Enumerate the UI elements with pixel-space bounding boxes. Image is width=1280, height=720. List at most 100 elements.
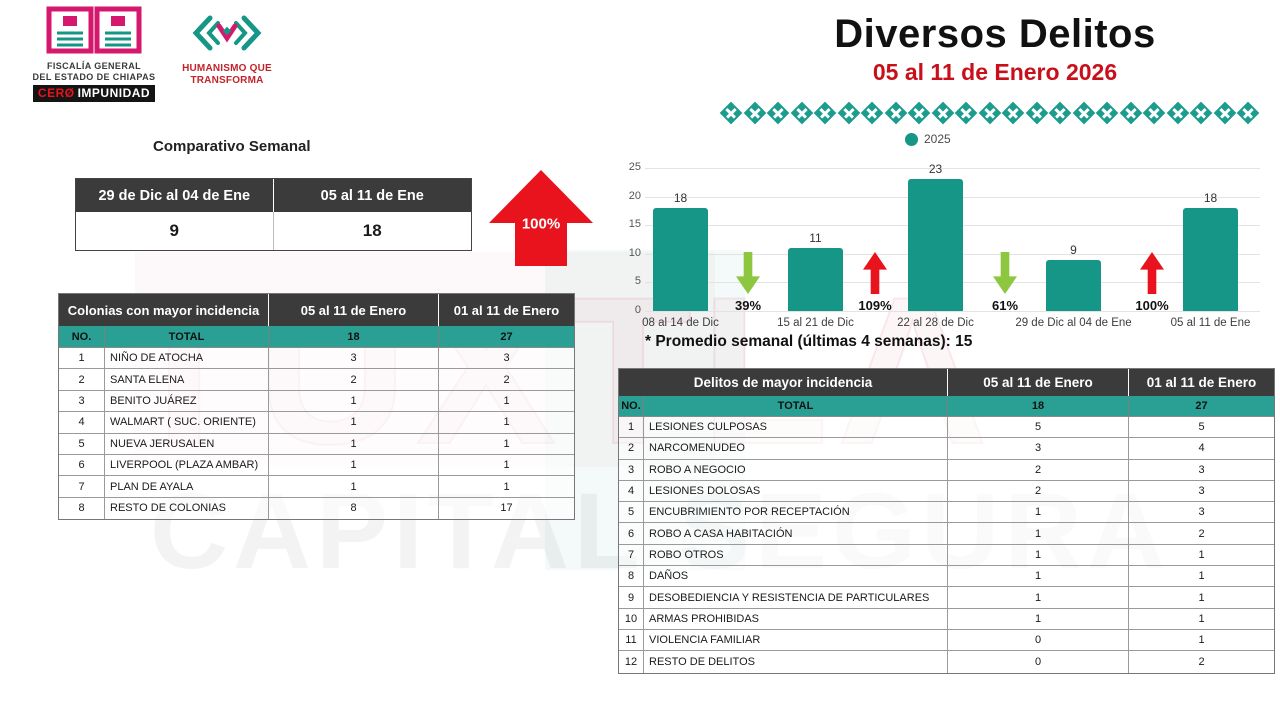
diamond-icon xyxy=(978,101,1001,125)
row-number: 6 xyxy=(59,454,105,477)
comparativo-heading: Comparativo Semanal xyxy=(153,138,311,155)
y-tick-label: 25 xyxy=(628,161,641,173)
diamond-icon xyxy=(1001,101,1025,125)
y-tick-label: 0 xyxy=(634,304,641,316)
diamond-icon xyxy=(1236,101,1260,125)
row-value: 17 xyxy=(500,502,513,515)
delitos-table-title: Delitos de mayor incidencia xyxy=(619,369,948,396)
row-value: 5 xyxy=(1129,417,1274,439)
diamond-icon xyxy=(860,101,884,125)
row-value: 0 xyxy=(948,629,1129,652)
row-value: 4 xyxy=(1129,438,1274,460)
row-value: 1 xyxy=(439,412,574,434)
row-number: 9 xyxy=(619,587,644,609)
period-column-header: 01 al 11 de Enero xyxy=(1129,369,1274,396)
badge-impunidad: IMPUNIDAD xyxy=(77,86,151,100)
row-number: 3 xyxy=(619,459,644,481)
row-value: 1 xyxy=(948,566,1129,588)
row-number: 7 xyxy=(619,544,644,567)
row-value: 1 xyxy=(948,587,1129,609)
row-value: 1 xyxy=(1129,630,1274,652)
row-value: 1 xyxy=(1129,566,1274,588)
row-value: 1 xyxy=(439,476,574,498)
row-value: 1 xyxy=(269,454,439,477)
row-value: 2 xyxy=(948,459,1129,481)
bar xyxy=(1183,208,1238,311)
row-label: NARCOMENUDEO xyxy=(644,438,948,460)
no-column-header: NO. xyxy=(59,326,105,348)
row-value: 1 xyxy=(269,433,439,455)
diamond-icon xyxy=(931,101,954,125)
comparativo-table: 29 de Dic al 04 de Ene 05 al 11 de Ene 9… xyxy=(75,178,472,251)
row-label: LIVERPOOL (PLAZA AMBAR) xyxy=(105,454,269,477)
row-number: 8 xyxy=(619,566,644,588)
change-percent-label: 61% xyxy=(991,298,1019,313)
row-value: 2 xyxy=(1198,655,1205,668)
y-tick-label: 5 xyxy=(634,275,641,288)
bar-value-label: 18 xyxy=(673,191,688,206)
row-value: 2 xyxy=(439,369,574,391)
diamond-icon xyxy=(743,101,766,125)
row-label: LESIONES CULPOSAS xyxy=(644,417,948,439)
row-value: 1 xyxy=(269,412,439,434)
x-tick-label: 05 al 11 de Ene xyxy=(1170,317,1251,329)
diamond-icon xyxy=(1048,101,1072,125)
total-row-label: TOTAL xyxy=(105,326,269,348)
diamond-icon xyxy=(1095,101,1119,125)
row-number: 5 xyxy=(619,502,644,524)
row-value: 2 xyxy=(269,369,439,391)
no-column-header: NO. xyxy=(619,396,644,417)
row-number: 8 xyxy=(59,497,105,520)
change-up-arrow-icon xyxy=(1140,252,1164,294)
diamond-icon xyxy=(813,101,837,125)
diamond-icon xyxy=(766,101,790,125)
row-number: 5 xyxy=(59,433,105,455)
row-value: 1 xyxy=(269,476,439,498)
colonias-table: Colonias con mayor incidencia 05 al 11 d… xyxy=(58,293,575,521)
fiscalia-logo-text: DEL ESTADO DE CHIAPAS xyxy=(32,72,156,82)
row-number: 2 xyxy=(59,369,105,391)
comparativo-col-header: 05 al 11 de Ene xyxy=(273,179,471,212)
row-label: RESTO DE DELITOS xyxy=(644,651,948,673)
row-label: PLAN DE AYALA xyxy=(105,476,269,498)
row-value: 2 xyxy=(1129,523,1274,545)
row-number: 4 xyxy=(59,412,105,434)
diamond-icon xyxy=(1142,101,1166,125)
report-header: Diversos Delitos 05 al 11 de Enero 2026 xyxy=(755,12,1235,86)
bar-value-label: 11 xyxy=(809,231,822,246)
total-value: 27 xyxy=(1129,396,1274,417)
comparativo-value: 9 xyxy=(76,212,274,250)
badge-cero: CERØ xyxy=(37,86,75,100)
diamond-icon xyxy=(1072,101,1095,125)
total-value: 18 xyxy=(269,326,439,348)
diamond-icon xyxy=(954,101,978,125)
row-label: BENITO JUÁREZ xyxy=(105,390,269,413)
gridline xyxy=(645,311,1260,312)
change-down-arrow-icon xyxy=(736,252,760,294)
row-value: 1 xyxy=(948,544,1129,567)
diamond-icon xyxy=(1166,101,1189,125)
diamond-icon xyxy=(1213,101,1236,125)
legend-marker-icon xyxy=(905,132,918,146)
x-tick-label: 15 al 21 de Dic xyxy=(777,317,854,329)
change-percent-label: 39% xyxy=(734,298,762,313)
row-label: RESTO DE COLONIAS xyxy=(105,497,269,520)
total-value: 18 xyxy=(948,396,1129,417)
row-number: 2 xyxy=(619,438,644,460)
row-label: VIOLENCIA FAMILIAR xyxy=(644,629,948,652)
row-label: ROBO A CASA HABITACIÓN xyxy=(644,523,948,545)
comparativo-value: 18 xyxy=(362,221,382,240)
row-label: ARMAS PROHIBIDAS xyxy=(644,608,948,630)
humanismo-logo: HUMANISMO QUE TRANSFORMA xyxy=(172,12,282,87)
legend-label: 2025 xyxy=(924,132,951,146)
row-value: 1 xyxy=(948,608,1129,630)
row-value: 5 xyxy=(948,417,1129,439)
row-label: ROBO A NEGOCIO xyxy=(644,459,948,481)
row-number: 6 xyxy=(619,523,644,545)
row-value: 3 xyxy=(948,438,1129,460)
row-value: 3 xyxy=(1129,460,1274,481)
humanismo-logo-text: TRANSFORMA xyxy=(190,75,264,86)
humanismo-logo-icon xyxy=(192,15,262,51)
period-column-header: 05 al 11 de Enero xyxy=(948,369,1129,396)
row-value: 3 xyxy=(1129,502,1274,524)
